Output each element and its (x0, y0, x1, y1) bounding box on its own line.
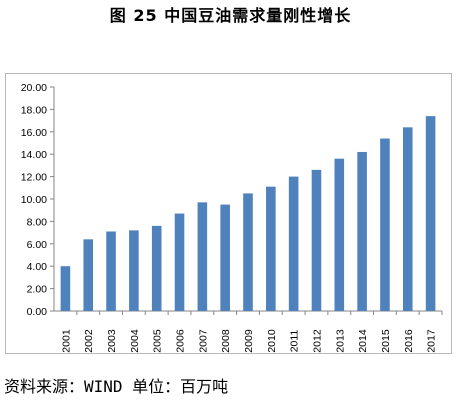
x-tick-label: 2012 (311, 329, 323, 353)
x-tick-label: 2015 (380, 329, 392, 353)
x-tick-label: 2011 (289, 330, 301, 353)
bar (83, 239, 94, 311)
y-tick-label: 18.00 (21, 104, 47, 116)
x-tick-label: 2010 (266, 329, 278, 353)
x-tick-label: 2005 (152, 329, 164, 353)
bar (197, 202, 208, 311)
bar (357, 151, 367, 311)
y-tick-label: 6.00 (27, 239, 48, 251)
y-tick-label: 16.00 (21, 127, 47, 139)
x-tick-label: 2002 (83, 329, 95, 353)
bar (380, 138, 390, 311)
x-tick-label: 2009 (243, 329, 255, 353)
x-tick-label: 2008 (220, 329, 232, 353)
chart-frame (5, 73, 452, 354)
bar (288, 176, 299, 311)
bar (106, 231, 116, 311)
figure-title: 图 25 中国豆油需求量刚性增长 (109, 6, 352, 25)
bar (402, 127, 413, 311)
bar (151, 225, 162, 311)
x-tick-label: 2007 (197, 329, 209, 353)
x-tick-label: 2001 (60, 329, 72, 353)
bar (334, 158, 345, 311)
y-tick-label: 4.00 (27, 261, 48, 273)
x-tick-label: 2006 (175, 329, 187, 353)
y-tick-label: 10.00 (21, 194, 47, 206)
y-tick-label: 20.00 (21, 82, 47, 94)
bar (174, 213, 185, 311)
bar (243, 193, 253, 311)
x-tick-label: 2013 (334, 329, 346, 353)
bar (220, 204, 230, 311)
y-tick-label: 14.00 (21, 149, 47, 161)
bar (425, 116, 436, 312)
source-note: 资料来源：WIND 单位：百万吨 (4, 377, 229, 396)
y-tick-label: 2.00 (27, 284, 48, 296)
y-tick-label: 0.00 (27, 306, 48, 318)
x-tick-label: 2016 (403, 329, 415, 353)
bar (129, 230, 139, 311)
x-tick-label: 2017 (426, 329, 438, 353)
x-tick-label: 2003 (106, 329, 118, 353)
y-tick-label: 12.00 (21, 172, 47, 184)
x-tick-label: 2014 (357, 329, 369, 353)
bar (266, 186, 276, 311)
y-tick-label: 8.00 (27, 216, 48, 228)
x-tick-label: 2004 (129, 329, 141, 353)
bar (60, 266, 71, 311)
bar (311, 169, 322, 311)
